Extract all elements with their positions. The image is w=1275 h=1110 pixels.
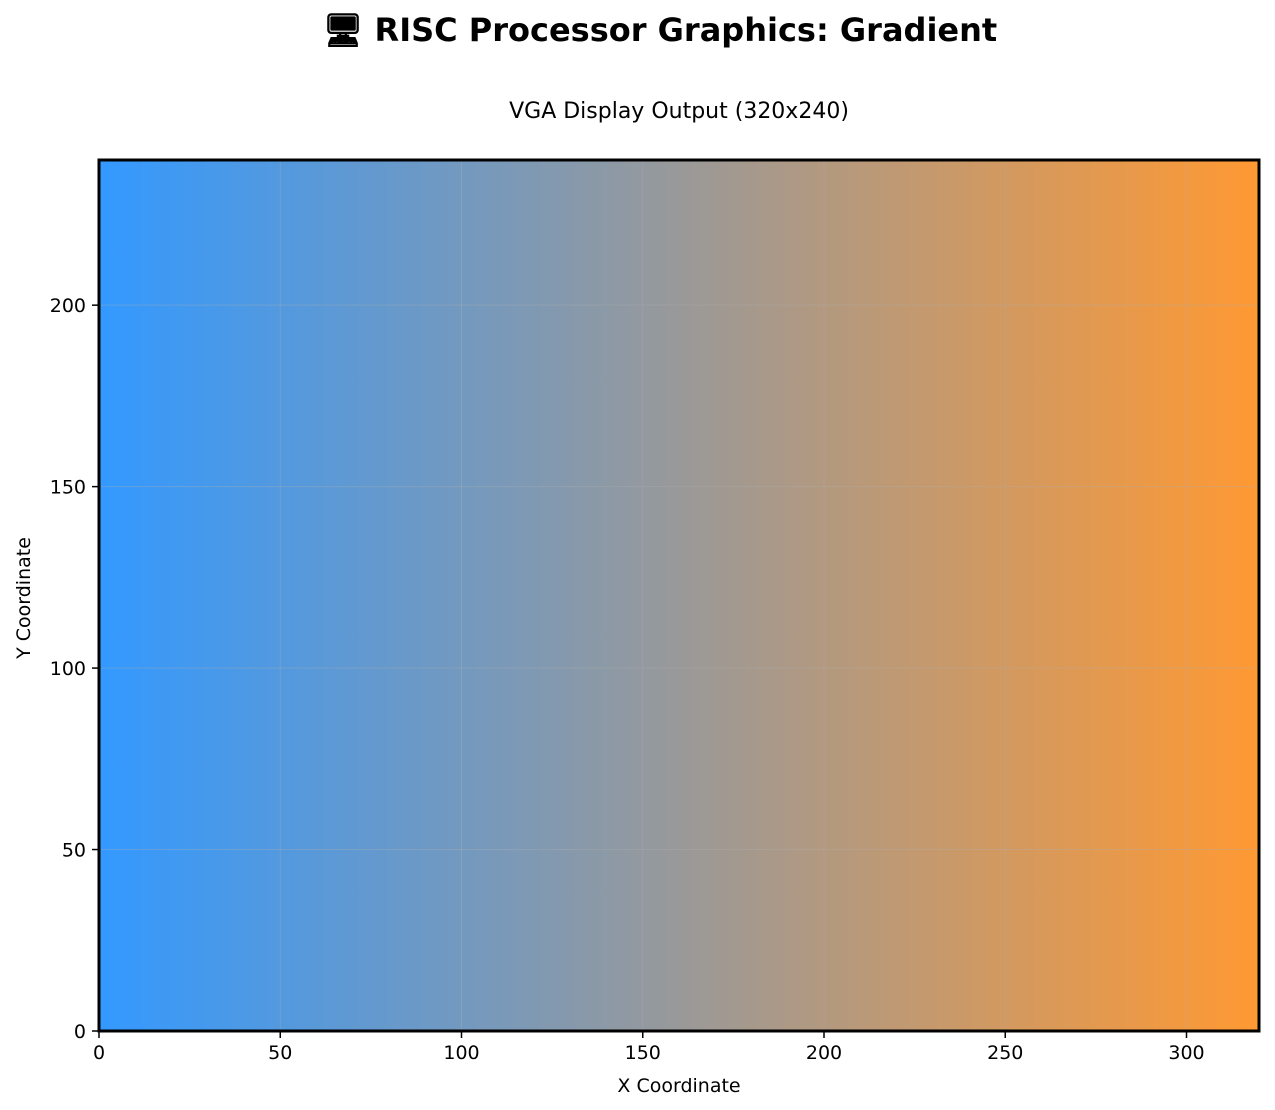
y-tick-label: 100 xyxy=(50,658,86,680)
x-tick-label: 250 xyxy=(987,1042,1023,1064)
gradient-image xyxy=(99,160,1259,1031)
x-axis-label: X Coordinate xyxy=(617,1075,740,1097)
plot-frame xyxy=(97,158,1261,1033)
chart-subtitle: VGA Display Output (320x240) xyxy=(509,99,849,124)
x-tick-label: 0 xyxy=(93,1042,105,1064)
y-axis-label: Y Coordinate xyxy=(13,537,35,660)
y-tick-label: 150 xyxy=(50,477,86,499)
x-tick-label: 50 xyxy=(268,1042,292,1064)
y-tick-label: 50 xyxy=(62,840,86,862)
x-tick-label: 300 xyxy=(1168,1042,1204,1064)
chart-title: 🖥 RISC Processor Graphics: Gradient xyxy=(323,11,997,49)
x-tick-label: 200 xyxy=(806,1042,842,1064)
y-tick-label: 0 xyxy=(74,1021,86,1043)
grid xyxy=(98,160,1259,1032)
y-tick-label: 200 xyxy=(50,295,86,317)
x-tick-label: 100 xyxy=(443,1042,479,1064)
x-tick-label: 150 xyxy=(625,1042,661,1064)
